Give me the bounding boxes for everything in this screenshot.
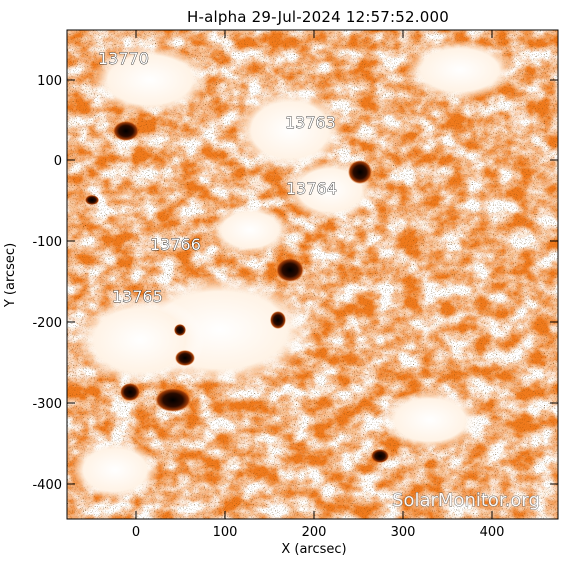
x-tick-label: 400: [480, 525, 505, 540]
sunspot: [348, 160, 372, 184]
plot-frame: [66, 29, 559, 520]
y-tick-label: -200: [32, 316, 62, 331]
y-axis-label: Y (arcsec): [3, 243, 18, 308]
watermark: SolarMonitor.org: [392, 490, 540, 511]
sunspot: [174, 324, 186, 336]
sunspot: [276, 258, 304, 282]
sunspot: [175, 350, 195, 366]
x-tick-label: 300: [391, 525, 416, 540]
sunspot: [371, 449, 389, 463]
region-label-13765: 13765: [112, 287, 163, 306]
x-tick-label: 0: [132, 525, 140, 540]
y-tick-label: -300: [32, 397, 62, 412]
x-tick-label: 200: [302, 525, 327, 540]
solar-image: 13770 13763 13764 13766 13765 SolarMonit…: [67, 30, 558, 519]
image-title: H-alpha 29-Jul-2024 12:57:52.000: [187, 8, 449, 26]
x-axis: 0 100 200 300 400 X (arcsec): [132, 30, 505, 557]
region-label-13770: 13770: [98, 49, 149, 68]
region-labels: 13770 13763 13764 13766 13765: [98, 49, 338, 307]
x-axis-label: X (arcsec): [281, 542, 346, 557]
sunspot: [155, 388, 191, 412]
y-tick-label: 100: [37, 74, 62, 89]
sunspot: [113, 121, 139, 141]
sunspot: [85, 195, 99, 205]
sunspots: [85, 121, 389, 463]
y-tick-label: 0: [54, 154, 62, 169]
y-tick-label: -400: [32, 478, 62, 493]
region-label-13764: 13764: [286, 179, 337, 198]
y-axis: 100 0 -100 -200 -300 -400 Y (arcsec): [3, 74, 558, 493]
region-label-13763: 13763: [285, 113, 336, 132]
sunspot: [120, 383, 140, 401]
x-tick-label: 100: [213, 525, 238, 540]
y-tick-label: -100: [32, 235, 62, 250]
region-label-13766: 13766: [150, 235, 201, 254]
sunspot: [270, 311, 286, 329]
